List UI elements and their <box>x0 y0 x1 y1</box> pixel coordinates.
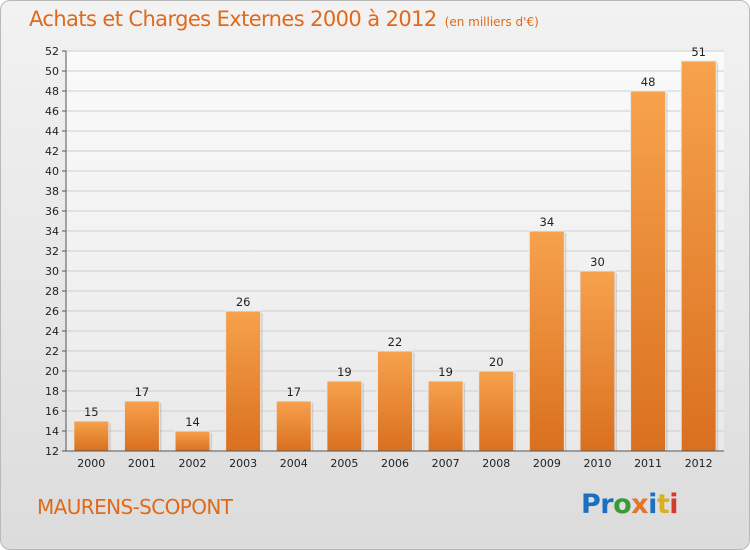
bar <box>326 380 363 452</box>
y-tick-label: 48 <box>45 85 59 98</box>
x-tick-label: 2008 <box>482 457 510 470</box>
y-tick-label: 20 <box>45 365 59 378</box>
bar <box>275 400 312 452</box>
y-tick-label: 44 <box>45 125 59 138</box>
logo-part-5: t <box>656 489 670 520</box>
bar-value-label: 14 <box>185 415 200 429</box>
logo-part-4: i <box>648 489 657 520</box>
y-axis: 12 14 16 18 20 22 24 26 28 30 32 34 36 38 40 42 44 46 48 50… <box>45 45 67 458</box>
x-tick-label: 2007 <box>432 457 460 470</box>
bar-value-label: 51 <box>691 45 706 59</box>
y-tick-label: 46 <box>45 105 59 118</box>
x-tick-label: 2000 <box>77 457 105 470</box>
bar-value-label: 17 <box>135 385 150 399</box>
y-tick-label: 26 <box>45 305 59 318</box>
y-tick-label: 38 <box>45 185 59 198</box>
bar <box>377 350 413 452</box>
logo-part-3: x <box>631 489 649 520</box>
bars: 15 17 14 26 17 19 22 19 20 34 30 48 51 <box>73 45 719 452</box>
bar-value-label: 15 <box>84 405 99 419</box>
y-tick-label: 22 <box>45 345 59 358</box>
chart-subtitle: (en milliers d'€) <box>444 15 539 29</box>
y-tick-label: 24 <box>45 325 59 338</box>
bar <box>174 430 211 452</box>
bar-value-label: 19 <box>438 365 453 379</box>
bar-value-label: 22 <box>388 335 403 349</box>
proxiti-logo: Proxiti <box>581 489 679 520</box>
y-tick-label: 12 <box>45 445 59 458</box>
bar-value-label: 30 <box>590 255 605 269</box>
y-tick-label: 50 <box>45 65 59 78</box>
bar-value-label: 34 <box>540 215 555 229</box>
y-tick-label: 40 <box>45 165 59 178</box>
y-tick-label: 34 <box>45 225 59 238</box>
logo-part-2: o <box>613 489 632 520</box>
bar <box>478 370 515 452</box>
y-tick-label: 18 <box>45 385 59 398</box>
y-tick-label: 30 <box>45 265 59 278</box>
bar <box>528 230 565 452</box>
bar <box>579 270 616 452</box>
x-tick-label: 2011 <box>634 457 662 470</box>
x-tick-label: 2010 <box>583 457 611 470</box>
bar <box>680 60 717 452</box>
bar <box>225 310 262 452</box>
chart-title: Achats et Charges Externes 2000 à 2012 (e… <box>29 7 539 31</box>
x-axis: 2000 2001 2002 2003 2004 2005 2006 2007 2008 2009… <box>66 450 724 470</box>
y-tick-label: 14 <box>45 425 59 438</box>
x-tick-label: 2001 <box>128 457 156 470</box>
city-name: MAURENS-SCOPONT <box>37 495 233 519</box>
y-tick-label: 52 <box>45 45 59 58</box>
x-tick-label: 2002 <box>179 457 207 470</box>
bar <box>427 380 464 452</box>
chart-title-text: Achats et Charges Externes 2000 à 2012 <box>29 7 437 31</box>
logo-part-1: Pr <box>581 489 614 520</box>
bar <box>630 90 667 452</box>
x-tick-label: 2003 <box>229 457 257 470</box>
logo-part-6: i <box>669 489 679 520</box>
bar-value-label: 20 <box>489 355 504 369</box>
x-tick-label: 2006 <box>381 457 409 470</box>
x-tick-label: 2005 <box>330 457 358 470</box>
bar-value-label: 19 <box>337 365 352 379</box>
y-tick-label: 16 <box>45 405 59 418</box>
y-tick-label: 28 <box>45 285 59 298</box>
y-tick-label: 32 <box>45 245 59 258</box>
x-tick-label: 2009 <box>533 457 561 470</box>
y-tick-label: 36 <box>45 205 59 218</box>
bar-value-label: 48 <box>641 75 656 89</box>
bar <box>123 400 160 452</box>
bar <box>73 420 110 452</box>
x-tick-label: 2012 <box>685 457 713 470</box>
y-tick-label: 42 <box>45 145 59 158</box>
bar-value-label: 26 <box>236 295 251 309</box>
bar-value-label: 17 <box>286 385 301 399</box>
x-tick-label: 2004 <box>280 457 308 470</box>
